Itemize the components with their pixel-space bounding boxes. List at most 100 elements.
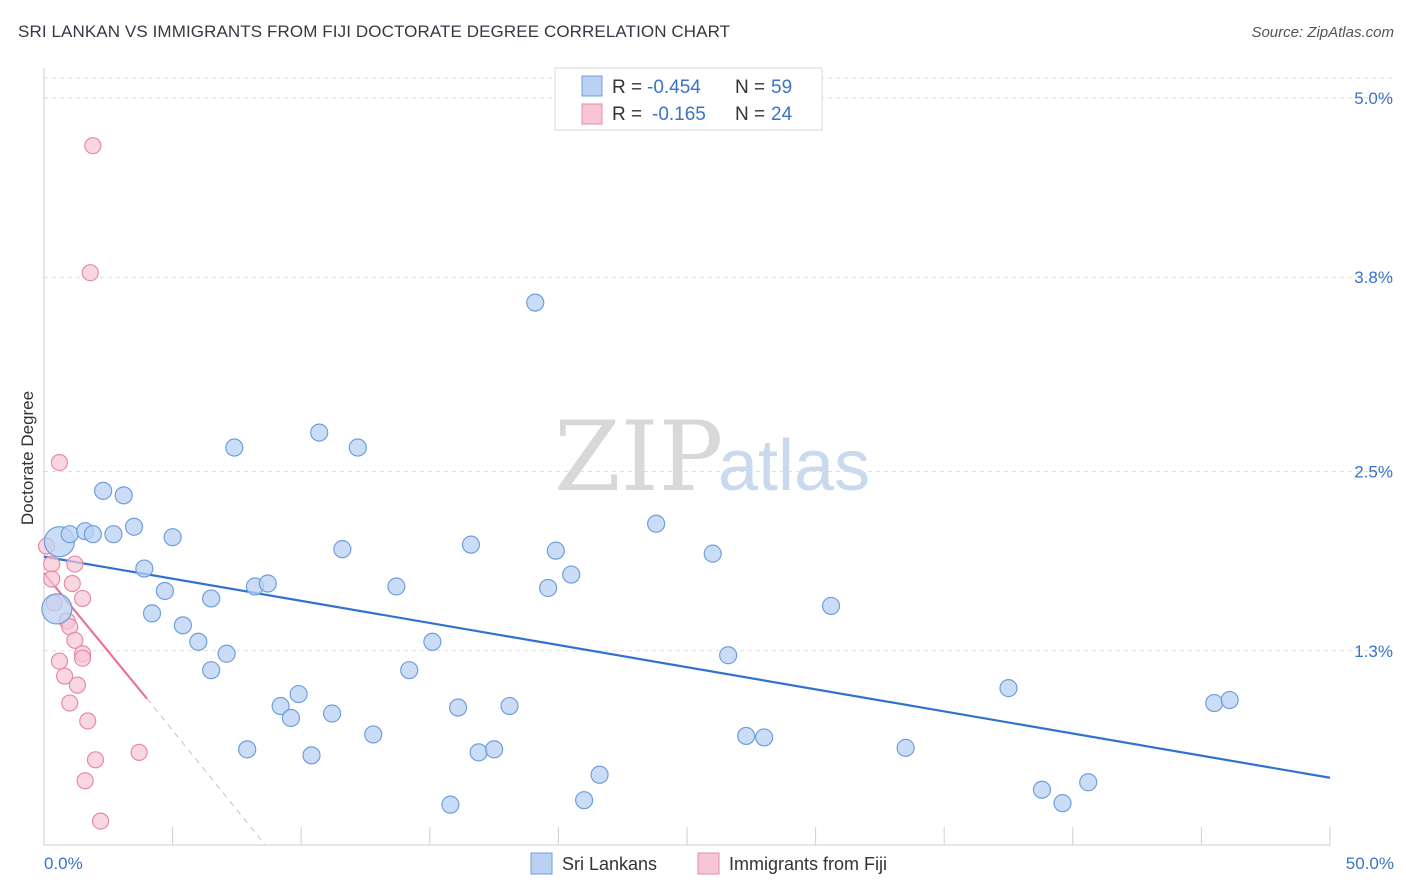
watermark-zip: ZIP xyxy=(554,401,723,513)
point-srilankan xyxy=(448,698,468,717)
bottom-legend-swatch-pink xyxy=(697,852,720,875)
point-srilankan xyxy=(400,661,419,680)
point-srilankan xyxy=(1053,794,1072,813)
point-srilankan xyxy=(83,525,102,544)
bottom-legend-fiji: Immigrants from Fiji xyxy=(729,854,887,874)
series-fiji-points xyxy=(37,137,148,830)
point-srilankan xyxy=(189,632,208,651)
point-srilankan xyxy=(546,541,565,560)
trend-line-fiji-extension xyxy=(146,698,266,846)
y-axis-title: Doctorate Degree xyxy=(18,391,37,525)
point-srilankan xyxy=(135,559,154,578)
point-fiji xyxy=(66,631,84,649)
point-srilankan xyxy=(94,481,113,500)
point-fiji xyxy=(73,589,92,608)
point-srilankan xyxy=(114,486,133,505)
x-tick-label-min: 0.0% xyxy=(44,854,83,873)
point-srilankan xyxy=(500,696,519,716)
point-srilankan xyxy=(737,726,756,746)
point-fiji xyxy=(76,772,94,790)
point-srilankan xyxy=(348,438,367,457)
legend: R = -0.454 N = 59 R = -0.165 N = 24 xyxy=(554,67,823,131)
point-srilankan xyxy=(590,765,609,784)
legend-r-value-1: -0.454 xyxy=(647,77,701,98)
point-srilankan xyxy=(1079,773,1098,792)
point-fiji xyxy=(43,555,61,573)
point-srilankan xyxy=(719,646,738,665)
point-srilankan xyxy=(821,596,841,616)
legend-r-label-1: R = xyxy=(612,77,642,98)
point-srilankan xyxy=(258,574,277,593)
point-srilankan xyxy=(60,525,79,544)
legend-n-value-1: 59 xyxy=(771,77,792,98)
point-fiji xyxy=(130,743,148,761)
point-srilankan xyxy=(423,632,442,651)
point-srilankan xyxy=(575,791,594,810)
legend-r-value-2: -0.165 xyxy=(652,104,706,125)
point-srilankan xyxy=(526,293,545,312)
point-fiji xyxy=(50,652,69,670)
series-srilankan-points xyxy=(41,293,1239,814)
point-fiji xyxy=(84,137,102,155)
chart-title: SRI LANKAN VS IMMIGRANTS FROM FIJI DOCTO… xyxy=(18,22,731,41)
trend-lines xyxy=(43,555,1331,846)
point-fiji xyxy=(68,676,87,694)
trend-line-srilankans xyxy=(43,555,1331,779)
point-fiji xyxy=(81,264,99,282)
y-tick-label: 1.3% xyxy=(1354,642,1393,661)
bottom-legend: Sri Lankans Immigrants from Fiji xyxy=(530,852,887,875)
x-tick-label-max: 50.0% xyxy=(1346,854,1394,873)
point-srilankan xyxy=(755,728,774,747)
point-srilankan xyxy=(387,577,406,596)
point-srilankan xyxy=(124,517,144,536)
legend-n-label-1: N = xyxy=(735,77,765,98)
legend-r-label-2: R = xyxy=(612,104,642,125)
point-srilankan xyxy=(1205,693,1224,713)
watermark-atlas: atlas xyxy=(718,426,870,506)
point-srilankan xyxy=(202,589,221,608)
point-fiji xyxy=(43,570,61,588)
legend-n-value-2: 24 xyxy=(771,104,793,125)
point-srilankan xyxy=(104,525,123,544)
bottom-legend-swatch-blue xyxy=(530,852,553,875)
point-srilankan xyxy=(173,616,192,635)
point-srilankan xyxy=(289,684,308,704)
point-srilankan xyxy=(41,593,73,625)
point-srilankan xyxy=(302,746,321,765)
legend-n-label-2: N = xyxy=(735,104,765,125)
y-tick-labels: 1.3% 2.5% 3.8% 5.0% xyxy=(1354,89,1393,661)
point-srilankan xyxy=(217,644,236,663)
source-label: Source: ZipAtlas.com xyxy=(1251,24,1394,41)
point-srilankan xyxy=(310,423,329,442)
point-srilankan xyxy=(225,438,244,457)
point-srilankan xyxy=(142,604,162,623)
point-srilankan xyxy=(485,740,504,759)
point-fiji xyxy=(61,694,79,712)
point-fiji xyxy=(66,555,84,573)
point-srilankan xyxy=(202,661,221,680)
point-srilankan xyxy=(271,696,290,716)
bottom-legend-srilankans: Sri Lankans xyxy=(562,854,657,874)
point-srilankan xyxy=(539,578,558,598)
point-srilankan xyxy=(461,535,481,554)
point-srilankan xyxy=(896,738,915,757)
point-fiji xyxy=(91,812,110,830)
point-srilankan xyxy=(999,679,1018,698)
point-srilankan xyxy=(163,528,182,547)
point-srilankan xyxy=(441,795,460,814)
y-tick-label: 5.0% xyxy=(1354,89,1393,108)
point-fiji xyxy=(50,453,69,472)
y-tick-label: 2.5% xyxy=(1354,462,1393,481)
point-srilankan xyxy=(469,743,488,762)
point-srilankan xyxy=(238,740,257,759)
point-srilankan xyxy=(333,540,352,559)
point-srilankan xyxy=(647,514,666,533)
point-srilankan xyxy=(1032,780,1052,799)
point-fiji xyxy=(55,667,74,685)
point-srilankan xyxy=(322,704,342,723)
point-srilankan xyxy=(281,708,301,728)
point-fiji xyxy=(63,574,81,593)
x-ticks xyxy=(43,827,1331,845)
point-fiji xyxy=(79,712,97,730)
